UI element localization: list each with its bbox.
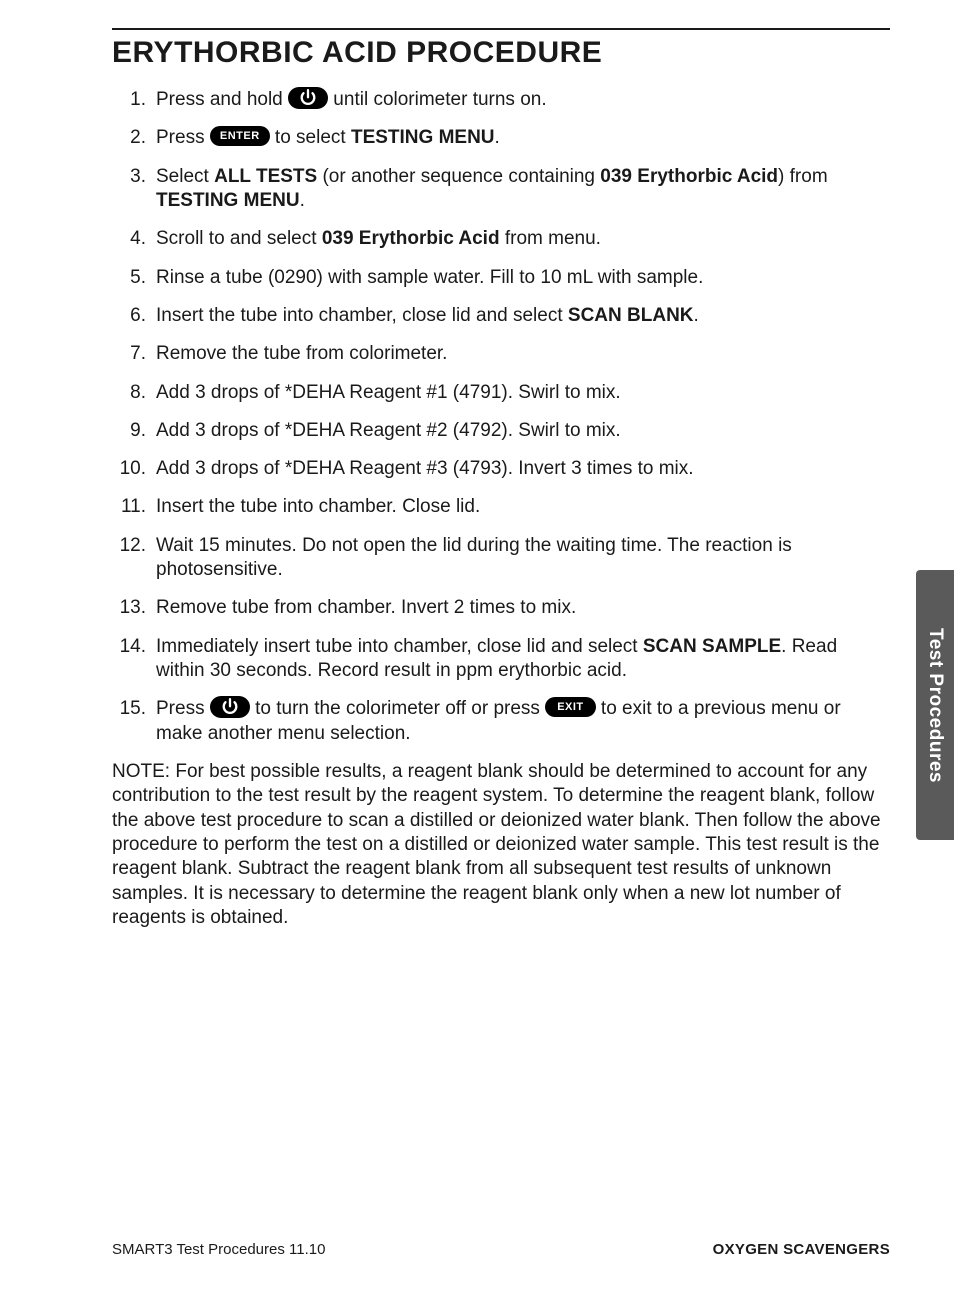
step-10: Add 3 drops of *DEHA Reagent #3 (4793). …: [112, 457, 890, 481]
enter-icon: ENTER: [210, 126, 270, 146]
footer-left: SMART3 Test Procedures 11.10: [112, 1241, 325, 1258]
step-text: Press and hold: [156, 89, 288, 110]
step-text: (or another sequence containing: [317, 166, 600, 187]
step-text: to select: [270, 127, 351, 148]
step-text: Press: [156, 698, 210, 719]
step-text: ) from: [778, 166, 828, 187]
step-text: Remove the tube from colorimeter.: [156, 343, 447, 364]
step-text: Rinse a tube (0290) with sample water. F…: [156, 267, 703, 288]
power-icon: [288, 87, 328, 109]
step-3: Select ALL TESTS (or another sequence co…: [112, 165, 890, 214]
exit-icon: EXIT: [545, 697, 595, 717]
procedure-steps: Press and hold until colorimeter turns o…: [112, 88, 890, 746]
step-text: until colorimeter turns on.: [328, 89, 547, 110]
step-text: Scroll to and select: [156, 228, 322, 249]
step-text: Add 3 drops of *DEHA Reagent #1 (4791). …: [156, 382, 621, 403]
step-2: Press ENTER to select TESTING MENU.: [112, 126, 890, 150]
step-11: Insert the tube into chamber. Close lid.: [112, 495, 890, 519]
footer: SMART3 Test Procedures 11.10 OXYGEN SCAV…: [112, 1241, 890, 1258]
step-text-bold: TESTING MENU: [156, 190, 300, 211]
page: ERYTHORBIC ACID PROCEDURE Press and hold…: [0, 0, 954, 1312]
step-15: Press to turn the colorimeter off or pre…: [112, 697, 890, 746]
top-rule: [112, 28, 890, 30]
footer-right: OXYGEN SCAVENGERS: [713, 1241, 890, 1258]
step-text: Select: [156, 166, 214, 187]
step-text: to turn the colorimeter off or press: [250, 698, 545, 719]
step-text-bold: SCAN SAMPLE: [643, 636, 781, 657]
step-14: Immediately insert tube into chamber, cl…: [112, 635, 890, 684]
step-text: Add 3 drops of *DEHA Reagent #3 (4793). …: [156, 458, 694, 479]
step-13: Remove tube from chamber. Invert 2 times…: [112, 596, 890, 620]
page-title: ERYTHORBIC ACID PROCEDURE: [112, 36, 890, 70]
step-text: .: [495, 127, 500, 148]
step-text: Insert the tube into chamber. Close lid.: [156, 496, 480, 517]
side-tab-label: Test Procedures: [924, 628, 946, 783]
step-text: Wait 15 minutes. Do not open the lid dur…: [156, 535, 792, 580]
power-icon: [210, 696, 250, 718]
step-8: Add 3 drops of *DEHA Reagent #1 (4791). …: [112, 381, 890, 405]
step-4: Scroll to and select 039 Erythorbic Acid…: [112, 227, 890, 251]
note-paragraph: NOTE: For best possible results, a reage…: [112, 760, 890, 930]
step-6: Insert the tube into chamber, close lid …: [112, 304, 890, 328]
step-text: Add 3 drops of *DEHA Reagent #2 (4792). …: [156, 420, 621, 441]
step-text: .: [300, 190, 305, 211]
step-text-bold: SCAN BLANK: [568, 305, 694, 326]
step-text-bold: 039 Erythorbic Acid: [600, 166, 778, 187]
step-12: Wait 15 minutes. Do not open the lid dur…: [112, 534, 890, 583]
step-text: Press: [156, 127, 210, 148]
step-text-bold: 039 Erythorbic Acid: [322, 228, 500, 249]
step-text: Remove tube from chamber. Invert 2 times…: [156, 597, 576, 618]
step-5: Rinse a tube (0290) with sample water. F…: [112, 266, 890, 290]
step-text: Insert the tube into chamber, close lid …: [156, 305, 568, 326]
step-7: Remove the tube from colorimeter.: [112, 342, 890, 366]
step-text: .: [694, 305, 699, 326]
step-text-bold: TESTING MENU: [351, 127, 495, 148]
step-9: Add 3 drops of *DEHA Reagent #2 (4792). …: [112, 419, 890, 443]
side-tab: Test Procedures: [916, 570, 954, 840]
step-text-bold: ALL TESTS: [214, 166, 317, 187]
step-1: Press and hold until colorimeter turns o…: [112, 88, 890, 112]
step-text: from menu.: [500, 228, 601, 249]
step-text: Immediately insert tube into chamber, cl…: [156, 636, 643, 657]
